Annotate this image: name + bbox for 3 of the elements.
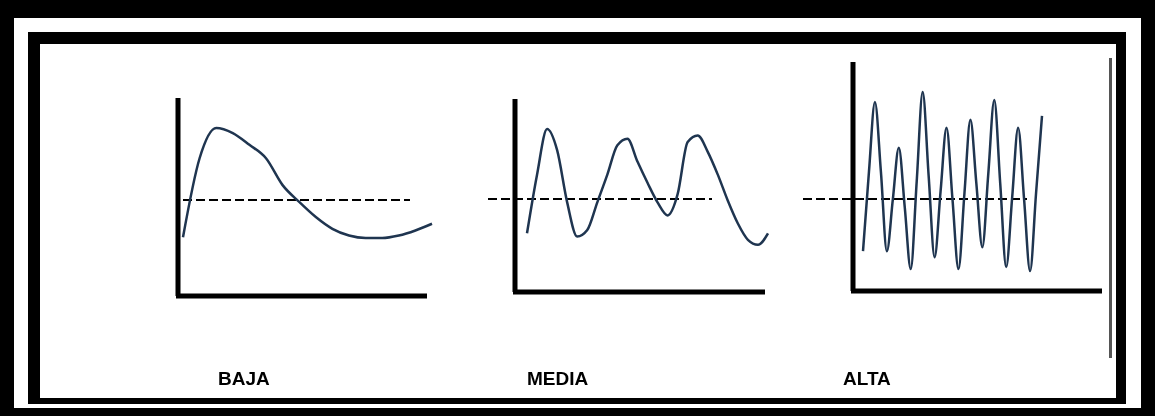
x-axis-title: BAJA <box>218 368 271 389</box>
x-axis-title: ALTA <box>843 368 892 389</box>
x-axis-title: MEDIA <box>527 368 589 389</box>
